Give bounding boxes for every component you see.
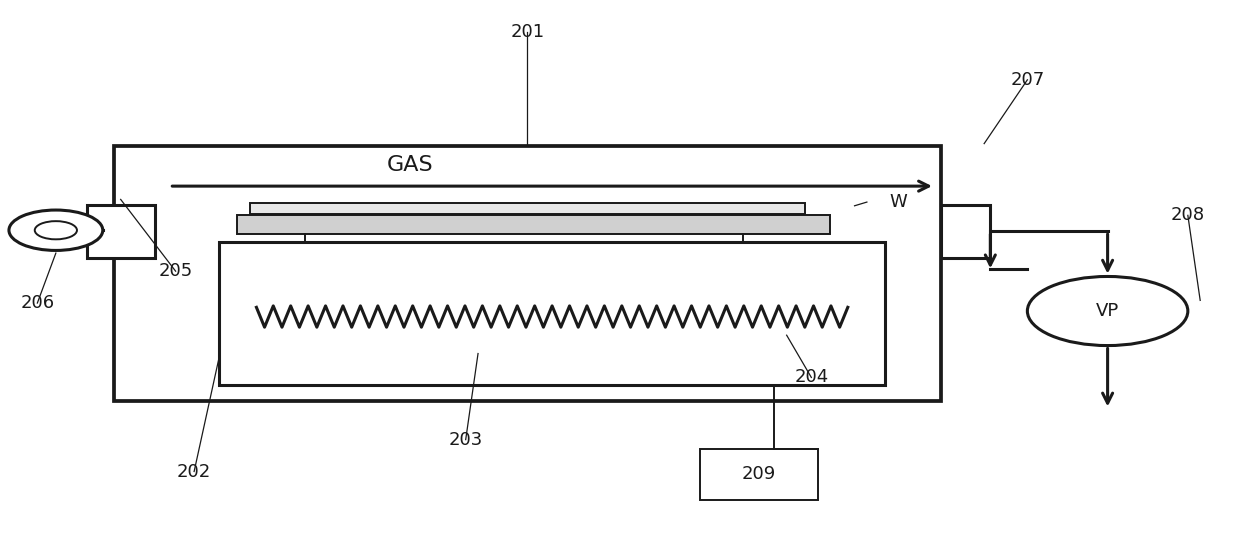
Bar [941, 205, 991, 258]
Circle shape [1028, 277, 1188, 345]
Bar [249, 202, 805, 214]
Circle shape [9, 210, 103, 250]
Text: W: W [889, 193, 906, 211]
Text: 205: 205 [159, 262, 192, 280]
Text: 204: 204 [794, 368, 828, 387]
Text: VP: VP [1096, 302, 1120, 320]
Text: GAS: GAS [387, 155, 434, 175]
Text: 206: 206 [20, 294, 55, 312]
Text: 209: 209 [742, 466, 776, 483]
Text: 203: 203 [449, 431, 482, 448]
Text: 201: 201 [511, 23, 544, 41]
Bar [237, 215, 830, 234]
Text: 208: 208 [1171, 206, 1205, 224]
Bar [87, 205, 155, 258]
Bar [701, 449, 817, 499]
Text: 202: 202 [177, 462, 211, 481]
Text: 207: 207 [1011, 71, 1044, 89]
Bar [218, 242, 885, 386]
Bar [114, 146, 941, 401]
